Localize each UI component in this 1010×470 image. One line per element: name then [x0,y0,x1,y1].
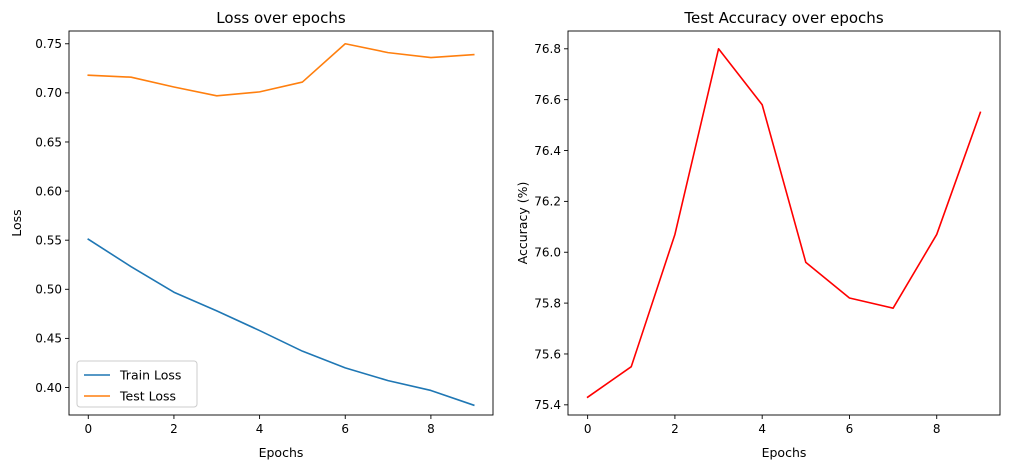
x-tick-label: 6 [846,422,854,436]
y-tick-label: 75.6 [534,347,561,361]
x-tick-label: 8 [427,422,435,436]
y-tick-label: 0.55 [35,233,62,247]
y-tick-label: 0.60 [35,184,62,198]
y-tick-label: 0.50 [35,283,62,297]
y-tick-label: 0.45 [35,332,62,346]
y-tick-label: 0.70 [35,86,62,100]
y-tick-label: 76.8 [534,42,561,56]
x-tick-label: 6 [341,422,349,436]
y-axis-label: Accuracy (%) [515,182,530,265]
x-tick-label: 8 [933,422,941,436]
series-line-train-loss [87,238,475,407]
chart-title: Loss over epochs [216,9,346,27]
x-tick-label: 0 [84,422,92,436]
series-line-test-loss [87,42,475,97]
x-tick-label: 2 [671,422,679,436]
x-axis-label: Epochs [762,445,807,460]
y-tick-label: 75.8 [534,296,561,310]
plot-frame [567,30,1001,416]
legend: Train Loss Test Loss [76,360,198,408]
plot-frame [68,30,494,416]
series-line-0 [586,47,982,399]
y-tick-label: 0.40 [35,381,62,395]
y-tick-label: 0.75 [35,37,62,51]
y-tick-label: 75.4 [534,398,561,412]
y-axis-label: Loss [9,209,24,236]
x-tick-label: 4 [256,422,264,436]
y-tick-label: 76.0 [534,246,561,260]
loss-chart: Loss over epochs 0 2 4 6 8 0.40 0.45 0.50 0.55 0.6… [9,9,494,460]
x-tick-label: 0 [584,422,592,436]
legend-entry: Test Loss [119,389,176,404]
legend-entry: Train Loss [119,368,181,383]
y-tick-label: 76.2 [534,195,561,209]
x-tick-label: 4 [758,422,766,436]
x-axis-label: Epochs [259,445,304,460]
y-tick-label: 0.65 [35,135,62,149]
y-tick-label: 76.4 [534,144,561,158]
chart-title: Test Accuracy over epochs [683,9,883,27]
accuracy-chart: Test Accuracy over epochs 0 2 4 6 8 75.4 75.6 75… [515,9,1001,460]
x-tick-label: 2 [170,422,178,436]
y-tick-label: 76.6 [534,93,561,107]
